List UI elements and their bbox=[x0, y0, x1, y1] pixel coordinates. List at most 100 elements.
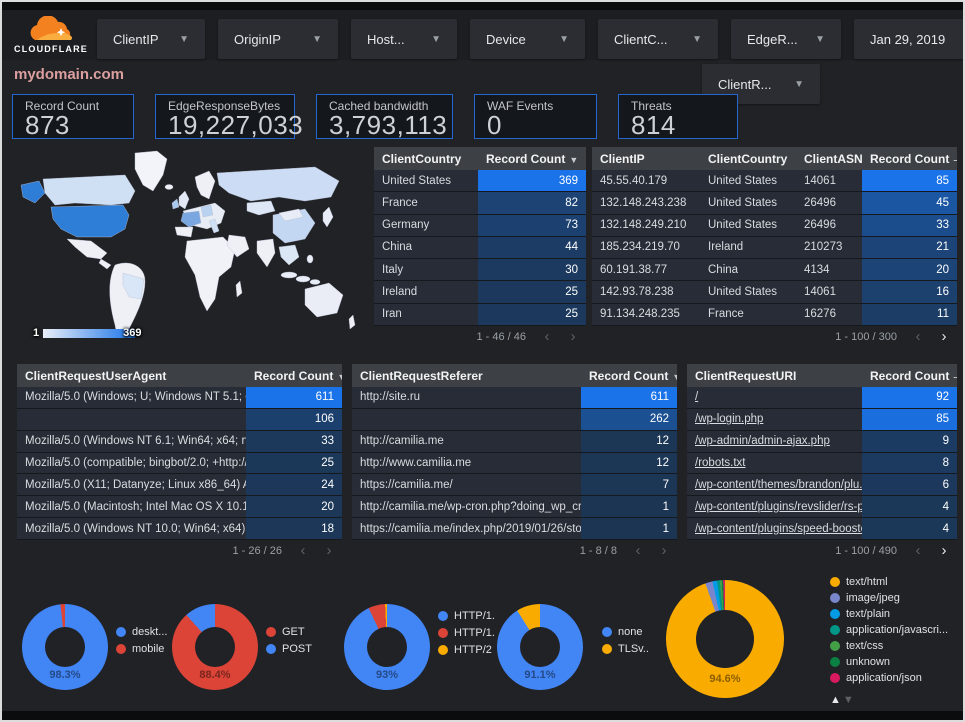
table-row[interactable]: Mozilla/5.0 (Windows NT 6.1; Win64; x64;… bbox=[17, 430, 342, 453]
chevron-right-icon[interactable]: › bbox=[941, 542, 947, 559]
table-row[interactable]: http://www.camilia.me 12 bbox=[352, 452, 677, 475]
scale-gradient-bar bbox=[43, 328, 136, 338]
scorecard-threats: Threats 814 bbox=[618, 94, 738, 139]
record-count-cell: 611 bbox=[581, 387, 677, 408]
column-header[interactable]: Record Count▼ bbox=[486, 151, 579, 166]
filter-chip-device[interactable]: Device ▼ bbox=[470, 19, 585, 59]
table-row[interactable]: https://camilia.me/index.php/2019/01/26/… bbox=[352, 518, 677, 541]
table-row[interactable]: /wp-content/plugins/speed-booste... 4 bbox=[687, 518, 957, 541]
table-row[interactable]: 132.148.243.238 United States 26496 45 bbox=[592, 192, 957, 215]
table-row[interactable]: http://camilia.me 12 bbox=[352, 430, 677, 453]
date-range-chip[interactable]: Jan 29, 2019 ▼ bbox=[854, 19, 963, 59]
table-row[interactable]: Iran 25 bbox=[374, 303, 586, 326]
column-header[interactable]: Record Count▼ bbox=[246, 369, 342, 383]
chevron-left-icon[interactable]: ‹ bbox=[300, 542, 306, 559]
chevron-left-icon[interactable]: ‹ bbox=[635, 542, 641, 559]
table-row[interactable]: http://site.ru 611 bbox=[352, 387, 677, 409]
column-header[interactable]: ClientRequestURI bbox=[695, 368, 797, 383]
legend-scroll-down-icon[interactable]: ▼ bbox=[842, 694, 856, 706]
table-cell-link[interactable]: /wp-content/plugins/speed-booste... bbox=[695, 522, 862, 535]
table-row[interactable]: France 82 bbox=[374, 192, 586, 215]
table-cell-link[interactable]: /robots.txt bbox=[695, 457, 746, 469]
table-row[interactable]: / 92 bbox=[687, 387, 957, 409]
donut-content-type[interactable]: 94.6% bbox=[666, 580, 784, 698]
chevron-right-icon[interactable]: › bbox=[326, 542, 332, 559]
table-row[interactable]: /wp-content/plugins/revslider/rs-p... 4 bbox=[687, 496, 957, 519]
table-row[interactable]: 106 bbox=[17, 408, 342, 431]
column-header[interactable]: Record Count– bbox=[862, 152, 957, 166]
table-row[interactable]: /robots.txt 8 bbox=[687, 452, 957, 475]
filter-chip-host[interactable]: Host... ▼ bbox=[351, 19, 457, 59]
chevron-left-icon[interactable]: ‹ bbox=[915, 542, 921, 559]
table-row[interactable]: 60.191.38.77 China 4134 20 bbox=[592, 259, 957, 282]
table-cell: France bbox=[708, 308, 744, 321]
table-row[interactable]: /wp-admin/admin-ajax.php 9 bbox=[687, 430, 957, 453]
table-cell: 16276 bbox=[804, 308, 836, 321]
legend-dot-icon bbox=[830, 577, 840, 587]
table-row[interactable]: 142.93.78.238 United States 14061 16 bbox=[592, 281, 957, 304]
table-cell-link[interactable]: /wp-admin/admin-ajax.php bbox=[695, 435, 830, 448]
table-row[interactable]: 91.134.248.235 France 16276 11 bbox=[592, 303, 957, 326]
scorecard-label: Record Count bbox=[25, 99, 100, 113]
legend-label: image/jpeg bbox=[846, 592, 900, 604]
table-row[interactable]: 185.234.219.70 Ireland 210273 21 bbox=[592, 236, 957, 260]
legend-dot-icon bbox=[830, 641, 840, 651]
column-header[interactable]: ClientIP bbox=[600, 151, 645, 166]
table-cell: 60.191.38.77 bbox=[600, 263, 668, 276]
chevron-right-icon[interactable]: › bbox=[570, 328, 576, 345]
table-row[interactable]: https://camilia.me/7 bbox=[352, 474, 677, 497]
table-row[interactable]: Italy 30 bbox=[374, 259, 586, 282]
table-row[interactable]: 132.148.249.210 United States 26496 33 bbox=[592, 214, 957, 237]
donut-device-type[interactable]: 98.3% bbox=[22, 604, 108, 690]
table-header-row: ClientRequestURI Record Count– bbox=[687, 364, 957, 387]
legend-dot-icon bbox=[438, 611, 448, 621]
column-header[interactable]: Record Count▼ bbox=[581, 369, 677, 383]
donut-http-version[interactable]: 93% bbox=[344, 604, 430, 690]
donut-http-method[interactable]: 88.4% bbox=[172, 604, 258, 690]
table-cell-link[interactable]: / bbox=[695, 391, 699, 404]
record-count-cell: 4 bbox=[862, 496, 957, 518]
column-header[interactable]: ClientCountry bbox=[382, 151, 462, 166]
table-cell-link[interactable]: /wp-content/plugins/revslider/rs-p... bbox=[695, 500, 862, 513]
table-row[interactable]: Mozilla/5.0 (Windows NT 10.0; Win64; x64… bbox=[17, 518, 342, 541]
table-row[interactable]: /wp-login.php 85 bbox=[687, 408, 957, 431]
table-cell-link[interactable]: /wp-login.php bbox=[695, 413, 764, 426]
table-cell: 45.55.40.179 bbox=[600, 174, 668, 187]
table-row[interactable]: Ireland 25 bbox=[374, 281, 586, 304]
column-header[interactable]: ClientCountry bbox=[708, 151, 788, 166]
column-header[interactable]: Record Count– bbox=[862, 369, 957, 383]
table-cell: 185.234.219.70 bbox=[600, 241, 680, 254]
table-row[interactable]: Mozilla/5.0 (Macintosh; Intel Mac OS X 1… bbox=[17, 496, 342, 519]
filter-chip-clientip[interactable]: ClientIP ▼ bbox=[97, 19, 205, 59]
column-header[interactable]: ClientRequestReferer bbox=[360, 368, 483, 383]
table-row[interactable]: http://camilia.me/wp-cron.php?doing_wp_c… bbox=[352, 496, 677, 519]
table-row[interactable]: /wp-content/themes/brandon/plu... 6 bbox=[687, 474, 957, 497]
table-row[interactable]: United States 369 bbox=[374, 170, 586, 193]
table-cell-link[interactable]: /wp-content/themes/brandon/plu... bbox=[695, 478, 862, 491]
table-row[interactable]: China 44 bbox=[374, 236, 586, 260]
record-count-cell: 25 bbox=[478, 281, 586, 303]
table-row[interactable]: Mozilla/5.0 (compatible; bingbot/2.0; +h… bbox=[17, 452, 342, 475]
table-cell: Mozilla/5.0 (Windows; U; Windows NT 5.1;… bbox=[25, 391, 246, 404]
column-header[interactable]: ClientASN bbox=[804, 151, 862, 166]
table-cell bbox=[17, 409, 246, 430]
world-map-chart[interactable]: 1 369 bbox=[17, 147, 367, 347]
table-row[interactable]: Mozilla/5.0 (X11; Datanyze; Linux x86_64… bbox=[17, 474, 342, 497]
chevron-left-icon[interactable]: ‹ bbox=[915, 328, 921, 345]
filter-chip-clientcountry[interactable]: ClientC... ▼ bbox=[598, 19, 718, 59]
legend-scroll-up-icon[interactable]: ▲ bbox=[830, 694, 843, 706]
caret-down-icon: ▼ bbox=[815, 33, 825, 45]
legend-device-type: deskt... mobile bbox=[116, 626, 170, 655]
table-row[interactable]: 45.55.40.179 United States 14061 85 bbox=[592, 170, 957, 193]
donut-tls-version[interactable]: 91.1% bbox=[497, 604, 583, 690]
chevron-right-icon[interactable]: › bbox=[661, 542, 667, 559]
legend-scroll-arrows[interactable]: ▲▼ bbox=[830, 694, 960, 706]
table-row[interactable]: Germany 73 bbox=[374, 214, 586, 237]
chevron-right-icon[interactable]: › bbox=[941, 328, 947, 345]
filter-chip-originip[interactable]: OriginIP ▼ bbox=[218, 19, 338, 59]
filter-chip-edgeresponse[interactable]: EdgeR... ▼ bbox=[731, 19, 841, 59]
table-row[interactable]: Mozilla/5.0 (Windows; U; Windows NT 5.1;… bbox=[17, 387, 342, 409]
column-header[interactable]: ClientRequestUserAgent bbox=[25, 368, 167, 383]
table-row[interactable]: 262 bbox=[352, 408, 677, 431]
chevron-left-icon[interactable]: ‹ bbox=[544, 328, 550, 345]
